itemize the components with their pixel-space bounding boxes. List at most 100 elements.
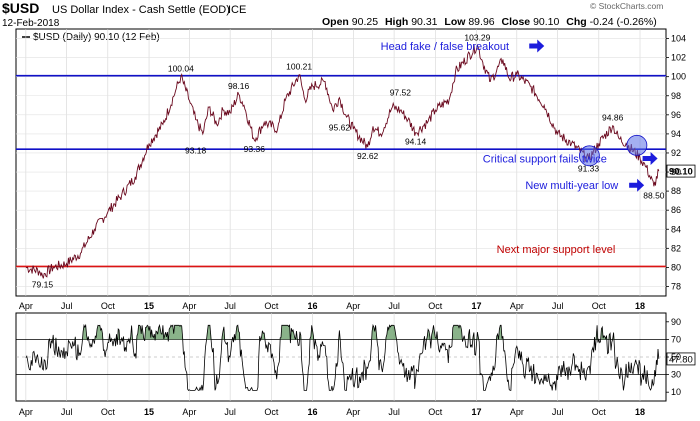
point-label: 103.29 [464,32,490,42]
point-label: 94.14 [405,137,427,147]
price-x-tick-label: Jul [388,301,400,311]
price-x-tick-label: Oct [592,301,607,311]
point-label: 97.52 [390,87,412,97]
price-y-tick-label: 80 [671,262,681,272]
close-label: Close [502,16,531,28]
rsi-x-tick-label: Jul [224,407,236,417]
point-label: 91.33 [578,163,600,173]
rsi-last-value-text: 47.80 [669,354,693,365]
point-label: 94.86 [602,113,624,123]
last-value-tag [666,164,696,178]
price-y-tick-label: 104 [671,34,686,44]
rsi-x-tick-label: Apr [346,407,360,417]
price-y-tick-label: 88 [671,186,681,196]
chg-label: Chg [566,16,586,28]
rsi-x-tick-label: Apr [182,407,196,417]
rsi-y-tick-label: 70 [671,334,681,344]
rsi-x-tick-label: Jul [388,407,400,417]
point-label: 100.21 [286,62,312,72]
price-y-tick-label: 96 [671,110,681,120]
support-break-circle [626,134,648,156]
rsi-x-tick-label: Jul [61,407,73,417]
arrow-icon [629,178,645,192]
rsi-x-tick-label: 16 [308,407,318,417]
price-y-tick-label: 92 [671,148,681,158]
rsi-x-tick-label: Apr [510,407,524,417]
watermark: © StockCharts.com [590,1,663,11]
low-label: Low [444,16,466,28]
rsi-x-tick-label: 17 [472,407,482,417]
point-label: 93.18 [185,146,207,156]
support-resistance-lines [16,74,666,268]
rsi-series [25,323,660,392]
rsi-x-tick-label: 18 [635,407,645,417]
price-x-tick-label: Apr [346,301,360,311]
point-label: 100.04 [168,63,194,73]
chart-marks: 79.15 100.04 98.16 100.21 93.18 93.36 95.62 92.… [32,32,696,366]
price-y-tick-label: 100 [671,72,686,82]
description: US Dollar Index - Cash Settle (EOD) [52,4,230,16]
price-y-tick-label: 78 [671,281,681,291]
open-value: 90.25 [352,16,378,28]
low-value: 89.96 [468,16,494,28]
last-value-text: 90.10 [669,167,693,178]
price-x-tick-label: Apr [510,301,524,311]
axis-labels: Apr Apr Jul Jul Oct Oct 15 15 Apr Apr Jul Jul Oct Oct… [19,34,686,417]
arrow-icon [642,152,658,165]
price-line [25,43,660,279]
rsi-y-tick-label: 10 [671,387,681,397]
price-y-tick-label: 82 [671,243,681,253]
rsi-x-tick-label: Oct [592,407,607,417]
rsi-x-tick-label: Jul [552,407,564,417]
price-x-tick-label: 18 [635,301,645,311]
price-grid [16,29,666,296]
point-label: 88.50 [643,190,665,200]
rsi-overbought-fill [25,325,659,340]
high-label: High [385,16,408,28]
price-x-tick-label: Apr [19,301,33,311]
price-x-tick-label: Jul [552,301,564,311]
price-y-tick-label: 98 [671,91,681,101]
legend-text: $USD (Daily) 90.10 (12 Feb) [33,32,160,43]
symbol: $USD [2,0,39,16]
rsi-last-value-tag [666,352,696,366]
annotation-label: Critical support fails twice [483,154,607,166]
point-label: 98.16 [228,81,250,91]
open-label: Open [322,16,349,28]
annotation-label: New multi-year low [525,180,618,192]
point-label: 93.36 [244,144,266,154]
price-x-tick-label: 16 [308,301,318,311]
price-y-tick-label: 102 [671,53,686,63]
arrow-icon [529,39,545,53]
rsi-y-tick-label: 30 [671,370,681,380]
price-x-tick-label: 17 [472,301,482,311]
price-x-tick-label: Jul [224,301,236,311]
point-label: 92.62 [357,151,379,161]
rsi-y-tick-label: 50 [671,352,681,362]
rsi-x-tick-label: Oct [264,407,279,417]
rsi-x-tick-label: Oct [101,407,116,417]
close-value: 90.10 [533,16,559,28]
high-value: 90.31 [411,16,437,28]
price-y-tick-label: 94 [671,129,681,139]
price-x-tick-label: Oct [428,301,443,311]
chg-value: -0.24 (-0.26%) [590,16,657,28]
support-annotation: Next major support level [497,244,616,256]
exchange: ICE [228,4,246,16]
rsi-line [25,323,660,392]
price-x-tick-label: Jul [61,301,73,311]
price-y-tick-label: 86 [671,205,681,215]
price-x-tick-label: Oct [101,301,116,311]
price-y-tick-label: 84 [671,224,681,234]
point-label: 95.62 [329,122,351,132]
support-break-circle [578,145,600,167]
price-x-tick-label: Oct [264,301,279,311]
price-x-tick-label: 15 [144,301,154,311]
price-y-tick-label: 90 [671,167,681,177]
rsi-x-tick-label: 15 [144,407,154,417]
price-x-tick-label: Apr [182,301,196,311]
quote-strip: Open 90.25 High 90.31 Low 89.96 Close 90… [322,16,657,28]
rsi-x-tick-label: Apr [19,407,33,417]
header-date: 12-Feb-2018 [2,18,60,29]
